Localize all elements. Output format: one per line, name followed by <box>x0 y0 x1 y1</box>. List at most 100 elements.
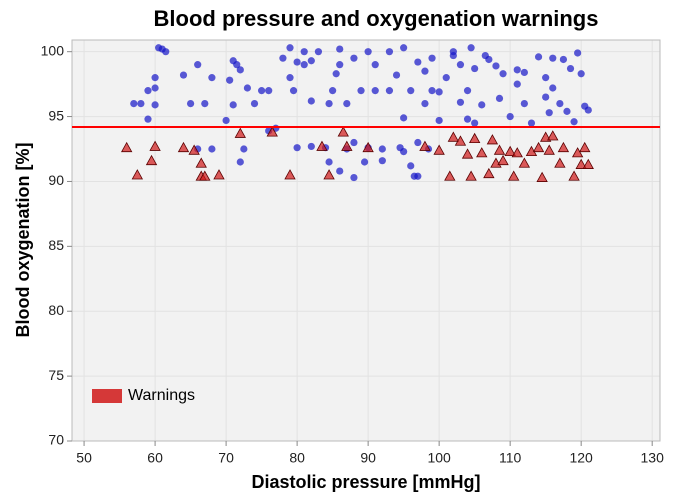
data-point <box>289 87 298 95</box>
warning-point <box>547 130 559 141</box>
data-point <box>435 88 443 96</box>
data-point <box>556 99 564 108</box>
x-axis-label: Diastolic pressure [mmHg] <box>251 472 480 492</box>
data-point <box>407 162 415 170</box>
data-point <box>392 71 401 79</box>
warning-point <box>316 140 328 151</box>
data-point <box>179 71 188 79</box>
data-point <box>186 99 195 108</box>
data-point <box>300 48 308 56</box>
warning-point <box>188 144 200 155</box>
data-point <box>471 119 479 127</box>
data-point <box>307 97 315 105</box>
data-point <box>222 116 230 125</box>
data-point <box>400 114 408 122</box>
data-point <box>360 158 369 166</box>
data-point <box>577 70 585 78</box>
data-point <box>549 84 557 92</box>
data-point <box>258 87 266 95</box>
warning-point <box>177 141 190 153</box>
data-point <box>151 101 159 109</box>
warning-point <box>568 170 580 181</box>
data-point <box>400 148 408 156</box>
warning-point <box>131 169 144 180</box>
data-point <box>243 84 252 92</box>
data-point <box>442 74 450 82</box>
data-point <box>414 138 422 147</box>
x-tick-label: 60 <box>147 450 163 466</box>
data-point <box>236 158 244 166</box>
warning-point <box>337 126 349 137</box>
x-tick-label: 50 <box>76 450 92 466</box>
data-point <box>428 87 436 95</box>
chart-title: Blood pressure and oxygenation warnings <box>154 6 599 31</box>
data-point <box>293 58 301 66</box>
warning-point <box>444 170 456 181</box>
data-point <box>471 64 479 73</box>
data-point <box>456 61 465 69</box>
data-point <box>286 74 294 82</box>
data-point <box>151 74 159 82</box>
data-point <box>137 99 145 108</box>
data-point <box>236 66 244 74</box>
data-point <box>307 142 315 151</box>
data-point <box>307 57 315 65</box>
warning-point <box>341 140 353 151</box>
warning-point <box>571 147 584 158</box>
data-point <box>463 87 472 95</box>
warning-point <box>532 141 545 153</box>
data-point <box>559 55 568 64</box>
data-point <box>265 87 273 95</box>
warning-point <box>518 157 531 168</box>
data-point <box>542 74 550 82</box>
data-point <box>414 58 422 66</box>
data-point <box>130 99 138 108</box>
data-point <box>545 109 553 117</box>
data-point <box>371 87 379 95</box>
data-point <box>407 87 415 95</box>
legend-label: Warnings <box>128 387 195 404</box>
warning-point <box>575 158 587 169</box>
data-point <box>527 119 536 127</box>
warning-point <box>234 127 246 138</box>
data-point <box>563 107 571 115</box>
data-point <box>350 54 358 62</box>
warning-point <box>447 131 460 142</box>
data-point <box>400 44 408 52</box>
data-point <box>485 55 493 64</box>
warning-point <box>454 135 467 146</box>
warning-point <box>266 126 278 137</box>
plot-frame <box>71 39 661 442</box>
warning-point <box>579 141 591 153</box>
data-point <box>492 62 500 70</box>
warning-point <box>465 170 477 181</box>
data-point <box>435 116 443 125</box>
data-point <box>499 70 507 78</box>
data-point <box>456 98 465 106</box>
data-point <box>336 61 344 69</box>
data-point <box>520 99 528 108</box>
warning-point <box>419 140 431 151</box>
data-point <box>463 115 472 123</box>
warning-point <box>121 141 133 153</box>
data-point <box>208 145 216 153</box>
data-point <box>300 61 308 69</box>
data-point <box>414 172 422 180</box>
x-tick-label: 130 <box>641 450 665 466</box>
data-point <box>513 66 521 74</box>
x-tick-label: 70 <box>218 450 234 466</box>
data-point <box>226 76 234 84</box>
data-point <box>332 70 340 78</box>
data-point <box>570 118 578 126</box>
data-point <box>336 167 344 175</box>
data-point <box>144 87 152 95</box>
data-point <box>495 94 504 102</box>
data-point <box>350 173 358 182</box>
data-point <box>566 64 575 73</box>
data-point <box>534 53 543 61</box>
data-point <box>449 48 457 56</box>
warning-point <box>461 148 474 159</box>
data-point <box>208 74 216 82</box>
data-point <box>549 54 557 62</box>
